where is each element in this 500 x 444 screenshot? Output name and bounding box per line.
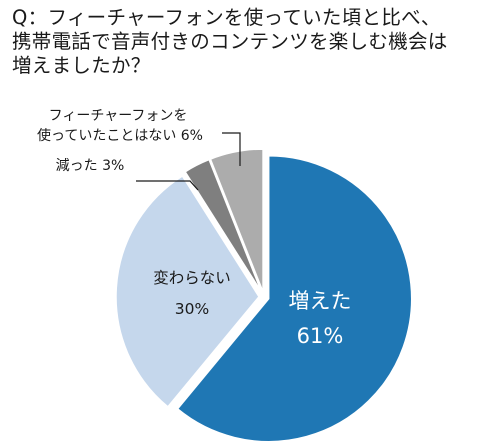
pie-slices bbox=[115, 148, 413, 443]
leader-lines bbox=[136, 132, 241, 191]
slice-0 bbox=[176, 154, 413, 443]
slice-1 bbox=[115, 174, 260, 408]
slice-value-1: 30% bbox=[175, 300, 209, 318]
slice-label-2: 減った 3% bbox=[56, 157, 125, 174]
slice-label-1: 変わらない bbox=[153, 269, 231, 287]
leader-line-3 bbox=[222, 132, 241, 166]
question-title: Q：フィーチャーフォンを使っていた頃と比べ、 携帯電話で音声付きのコンテンツを楽… bbox=[12, 6, 448, 77]
slice-3 bbox=[209, 148, 264, 293]
slice-labels: 増えた 61% 変わらない 30% 減った 3% フィーチャーフォンを使っていたことはない… bbox=[37, 108, 351, 348]
slice-label-3-line1: フィーチャーフォンを bbox=[49, 108, 188, 124]
slice-label-3-line2: 使っていたことはない 6% bbox=[37, 127, 203, 144]
slice-2 bbox=[184, 158, 263, 293]
slice-value-0: 61% bbox=[297, 324, 344, 348]
leader-line-2 bbox=[136, 180, 199, 191]
slice-label-0: 増えた bbox=[289, 289, 352, 313]
